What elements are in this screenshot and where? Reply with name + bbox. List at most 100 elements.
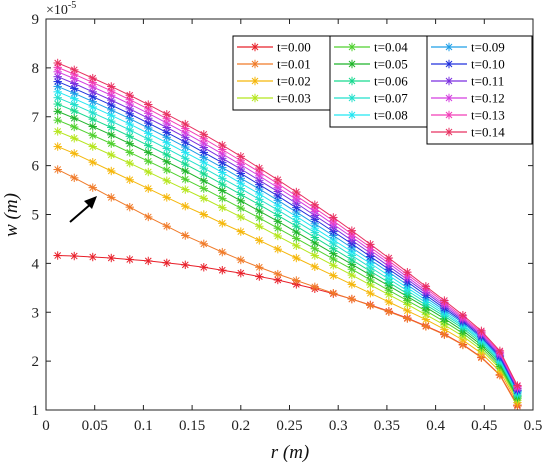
data-point	[273, 245, 283, 254]
x-tick-label: 0.25	[276, 418, 302, 434]
data-point	[181, 260, 190, 270]
data-point	[255, 195, 264, 204]
data-point	[53, 251, 62, 260]
data-point	[403, 267, 412, 277]
legend-item-t=0.11: t=0.11	[431, 74, 504, 89]
legend-label: t=0.05	[374, 57, 408, 72]
data-point	[199, 210, 208, 219]
data-point	[458, 310, 468, 320]
data-point	[199, 130, 208, 139]
legend-box	[426, 35, 533, 145]
data-point	[421, 282, 431, 291]
data-point	[513, 381, 522, 390]
data-point	[53, 99, 62, 109]
data-point	[310, 262, 320, 271]
data-point	[125, 255, 134, 264]
data-point	[53, 115, 62, 125]
legend-label: t=0.10	[471, 57, 505, 72]
data-point	[236, 152, 245, 161]
legend-marker	[250, 93, 260, 103]
data-point	[199, 263, 208, 272]
data-point	[125, 109, 134, 119]
legend-marker	[444, 93, 454, 103]
data-point	[218, 140, 227, 150]
data-point	[107, 166, 116, 176]
data-point	[403, 306, 412, 315]
data-point	[144, 118, 153, 128]
legend-item-t=0.03: t=0.03	[237, 91, 311, 106]
data-point	[70, 100, 79, 109]
data-point	[329, 288, 338, 298]
data-point	[53, 165, 62, 174]
data-point	[273, 175, 283, 184]
legend-marker	[250, 42, 260, 52]
x-tick-label: 0.15	[179, 418, 205, 434]
data-point	[347, 280, 357, 289]
legend-item-t=0.01: t=0.01	[237, 57, 311, 72]
data-point	[144, 184, 153, 193]
legend-marker	[250, 76, 260, 86]
data-point	[144, 100, 153, 109]
data-point	[236, 212, 245, 222]
data-point	[70, 149, 79, 158]
data-point	[88, 158, 97, 167]
data-point	[162, 222, 171, 231]
data-point	[70, 89, 79, 98]
series-t=0.00	[53, 251, 522, 410]
data-point	[70, 173, 79, 183]
data-point	[218, 179, 227, 189]
data-point	[107, 193, 116, 202]
legend-label: t=0.06	[374, 74, 408, 89]
data-point	[181, 231, 190, 240]
data-point	[273, 269, 283, 279]
data-point	[292, 187, 301, 197]
data-point	[310, 200, 320, 209]
data-point	[310, 282, 320, 292]
data-point	[218, 266, 227, 275]
data-point	[144, 135, 153, 144]
legend-marker	[347, 76, 357, 86]
legend-marker	[347, 110, 357, 120]
series-layer	[53, 58, 522, 411]
data-point	[255, 163, 264, 173]
y-axis-title: w (m)	[1, 193, 22, 237]
series-t=0.06	[53, 99, 522, 400]
legend-marker	[347, 93, 357, 103]
data-point	[70, 114, 79, 123]
data-point	[477, 326, 486, 336]
x-tick-label: 0.1	[134, 418, 153, 434]
legend-item-t=0.14: t=0.14	[431, 125, 505, 140]
legend-marker	[444, 59, 454, 69]
data-point	[107, 253, 116, 263]
legend-item-t=0.02: t=0.02	[237, 74, 311, 89]
data-point	[53, 127, 62, 136]
data-point	[88, 122, 97, 131]
y-tick-label: 1	[32, 403, 40, 419]
x-tick-label: 0.3	[329, 418, 348, 434]
data-point	[236, 227, 245, 236]
series-line	[57, 62, 518, 386]
data-point	[181, 154, 190, 163]
data-point	[53, 72, 62, 81]
legend-label: t=0.03	[277, 91, 311, 106]
data-point	[292, 241, 301, 250]
legend-item-t=0.12: t=0.12	[431, 91, 505, 106]
data-point	[181, 137, 190, 147]
x-tick-label: 0.4	[426, 418, 445, 434]
legend-item-t=0.06: t=0.06	[334, 74, 408, 89]
annotation-layer	[69, 196, 97, 223]
data-point	[329, 213, 338, 222]
data-point	[236, 268, 245, 278]
data-point	[218, 203, 227, 212]
series-t=0.04	[53, 115, 522, 403]
x-tick-label: 0.45	[471, 418, 497, 434]
data-point	[199, 194, 208, 203]
data-point	[125, 202, 134, 212]
legend-item-t=0.00: t=0.00	[237, 40, 311, 55]
data-point	[125, 139, 134, 148]
data-point	[144, 212, 153, 222]
legend-label: t=0.00	[277, 40, 311, 55]
legend-item-t=0.04: t=0.04	[334, 40, 408, 55]
data-point	[329, 249, 338, 258]
legend-label: t=0.08	[374, 108, 408, 123]
